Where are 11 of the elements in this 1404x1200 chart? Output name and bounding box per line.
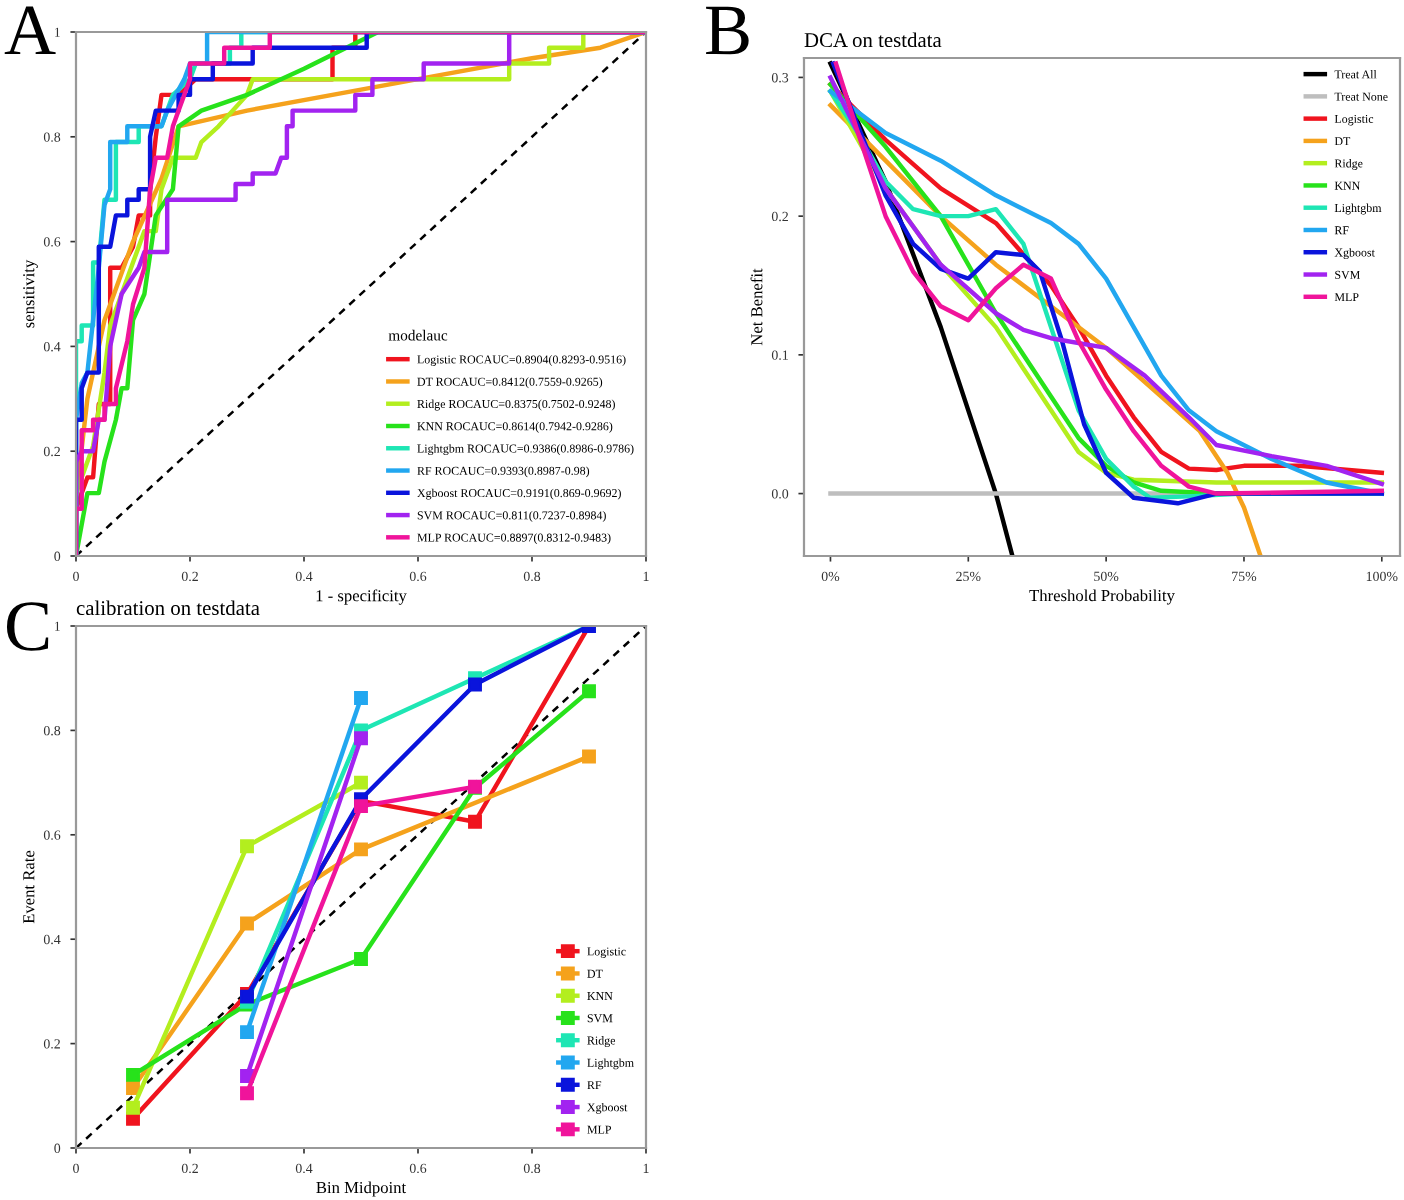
y-axis-title: Net Benefit <box>750 268 763 346</box>
y-axis-title: Event Rate <box>23 850 35 924</box>
chart-title: calibration on testdata <box>76 600 260 616</box>
x-axis-title: 1 - specificity <box>316 589 407 605</box>
chart-title: DCA on testdata <box>804 32 942 48</box>
text: B <box>706 6 749 55</box>
text: A <box>4 6 56 55</box>
y-axis-title: sensitivity <box>23 259 38 328</box>
text: C <box>6 602 49 651</box>
x-axis-title: Bin Midpoint <box>316 1181 407 1197</box>
x-axis-title: Threshold Probability <box>1029 589 1175 605</box>
